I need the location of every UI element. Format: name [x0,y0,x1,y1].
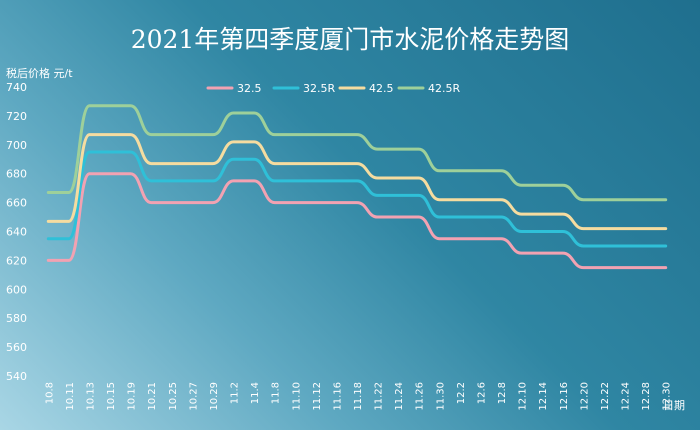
x-tick-label: 10.19 [127,382,138,411]
x-tick-label: 10.27 [188,382,199,411]
x-tick-label: 12.2 [456,382,467,404]
x-tick-label: 12.22 [600,382,611,411]
x-tick-label: 12.16 [559,382,570,411]
chart-title: 2021年第四季度厦门市水泥价格走势图 [131,25,570,54]
x-tick-label: 12.30 [662,382,673,411]
x-tick-label: 12.10 [518,382,529,411]
y-tick-label: 680 [6,168,27,181]
legend-label-0: 32.5 [237,82,262,95]
x-tick-label: 12.6 [476,382,487,404]
x-tick-label: 11.2 [230,382,241,404]
x-tick-label: 11.24 [394,382,405,411]
x-tick-label: 10.8 [44,382,55,404]
y-tick-label: 700 [6,139,27,152]
x-tick-label: 10.11 [65,382,76,411]
legend-label-2: 42.5 [369,82,394,95]
legend-label-1: 32.5R [303,82,335,95]
x-tick-label: 10.25 [168,382,179,411]
x-tick-label: 12.20 [579,382,590,411]
x-tick-label: 12.24 [621,382,632,411]
y-tick-label: 640 [6,226,27,239]
x-tick-label: 11.10 [291,382,302,411]
x-axis-label: 日期 [663,399,685,412]
x-tick-label: 11.12 [312,382,323,411]
x-tick-label: 11.4 [250,382,261,404]
x-tick-label: 10.21 [147,382,158,411]
x-tick-label: 11.30 [435,382,446,411]
x-tick-label: 10.13 [85,382,96,411]
x-tick-label: 11.18 [353,382,364,411]
x-tick-label: 11.22 [374,382,385,411]
x-tick-label: 11.16 [332,382,343,411]
y-tick-label: 660 [6,197,27,210]
x-tick-label: 11.8 [271,382,282,404]
y-tick-label: 720 [6,110,27,123]
y-tick-label: 580 [6,312,27,325]
series-line-2 [46,133,668,231]
x-tick-label: 12.14 [538,382,549,411]
y-axis-label: 税后价格 元/t [6,66,73,80]
y-tick-label: 560 [6,341,27,354]
series-line-0 [46,172,668,270]
series-line-3 [46,104,668,202]
y-tick-label: 620 [6,254,27,267]
y-tick-label: 600 [6,283,27,296]
series-line-1 [46,150,668,248]
y-tick-label: 540 [6,370,27,383]
legend-label-3: 42.5R [428,82,460,95]
y-tick-label: 740 [6,81,27,94]
x-tick-label: 10.29 [209,382,220,411]
x-tick-label: 12.8 [497,382,508,404]
x-tick-label: 12.28 [641,382,652,411]
x-tick-label: 10.15 [106,382,117,411]
x-tick-label: 11.26 [415,382,426,411]
